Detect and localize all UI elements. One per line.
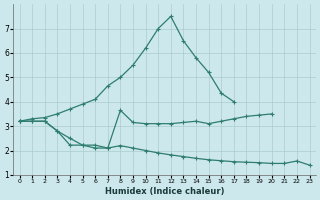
X-axis label: Humidex (Indice chaleur): Humidex (Indice chaleur)	[105, 187, 224, 196]
